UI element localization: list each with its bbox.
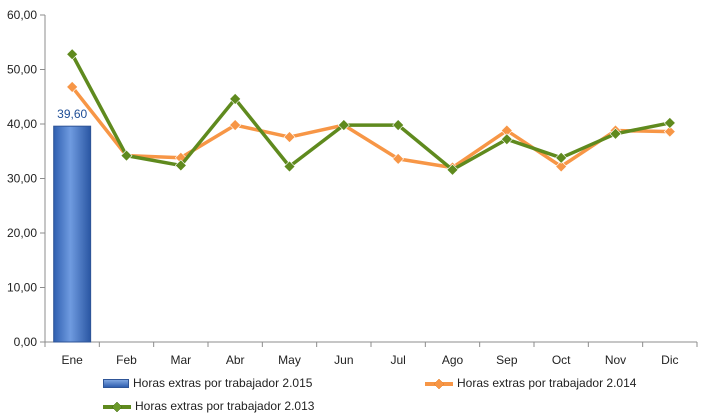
series-line bbox=[70, 53, 671, 172]
x-tick-label: Jul bbox=[390, 353, 405, 367]
x-tick-label: Oct bbox=[552, 353, 571, 367]
data-point bbox=[337, 119, 350, 132]
legend-label: Horas extras por trabajador 2.013 bbox=[135, 399, 315, 413]
data-point bbox=[609, 127, 622, 140]
data-point bbox=[663, 116, 676, 129]
axes bbox=[40, 14, 698, 347]
y-tick-label: 10,00 bbox=[7, 281, 37, 295]
x-tick-label: May bbox=[278, 353, 301, 367]
x-tick-label: Ago bbox=[442, 353, 464, 367]
legend-item-2013: Horas extras por trabajador 2.013 bbox=[103, 399, 314, 413]
data-point bbox=[446, 163, 459, 176]
y-tick-label: 40,00 bbox=[7, 117, 37, 131]
data-point bbox=[229, 119, 242, 132]
legend-label: Horas extras por trabajador 2.015 bbox=[133, 376, 313, 390]
y-tick-label: 50,00 bbox=[7, 63, 37, 77]
data-point bbox=[283, 131, 296, 144]
x-tick-label: Abr bbox=[226, 353, 245, 367]
legend-swatch-bar bbox=[103, 379, 129, 389]
data-point bbox=[663, 125, 676, 138]
x-tick-label: Ene bbox=[61, 353, 83, 367]
bars bbox=[53, 125, 92, 343]
legend-item-2015: Horas extras por trabajador 2.015 bbox=[103, 376, 312, 390]
bar bbox=[53, 125, 92, 343]
tick-labels: 0,00 10,00 20,00 30,00 40,00 50,00 60,00 Ene Feb… bbox=[7, 8, 679, 367]
legend-item-2014: Horas extras por trabajador 2.014 bbox=[425, 376, 636, 390]
x-tick-label: Mar bbox=[170, 353, 191, 367]
data-point bbox=[174, 159, 187, 172]
data-point bbox=[120, 149, 133, 162]
data-point bbox=[283, 160, 296, 173]
data-point bbox=[555, 151, 568, 164]
x-tick-label: Feb bbox=[116, 353, 137, 367]
data-point bbox=[500, 133, 513, 146]
legend-label: Horas extras por trabajador 2.014 bbox=[457, 376, 637, 390]
x-tick-label: Dic bbox=[661, 353, 678, 367]
data-point bbox=[555, 160, 568, 173]
y-tick-label: 60,00 bbox=[7, 8, 37, 22]
y-tick-label: 30,00 bbox=[7, 172, 37, 186]
y-tick-label: 0,00 bbox=[14, 335, 38, 349]
legend-swatch-line bbox=[103, 401, 131, 413]
data-point bbox=[392, 119, 405, 132]
legend-swatch-line bbox=[425, 378, 453, 390]
y-tick-label: 20,00 bbox=[7, 226, 37, 240]
bar-data-label: 39,60 bbox=[57, 107, 87, 121]
lines bbox=[66, 48, 676, 176]
x-tick-label: Sep bbox=[496, 353, 518, 367]
x-tick-label: Nov bbox=[605, 353, 626, 367]
x-tick-label: Jun bbox=[334, 353, 353, 367]
data-point bbox=[392, 152, 405, 165]
data-point bbox=[229, 93, 242, 105]
data-point bbox=[66, 81, 79, 93]
data-point bbox=[66, 48, 79, 61]
series-line bbox=[70, 85, 670, 170]
